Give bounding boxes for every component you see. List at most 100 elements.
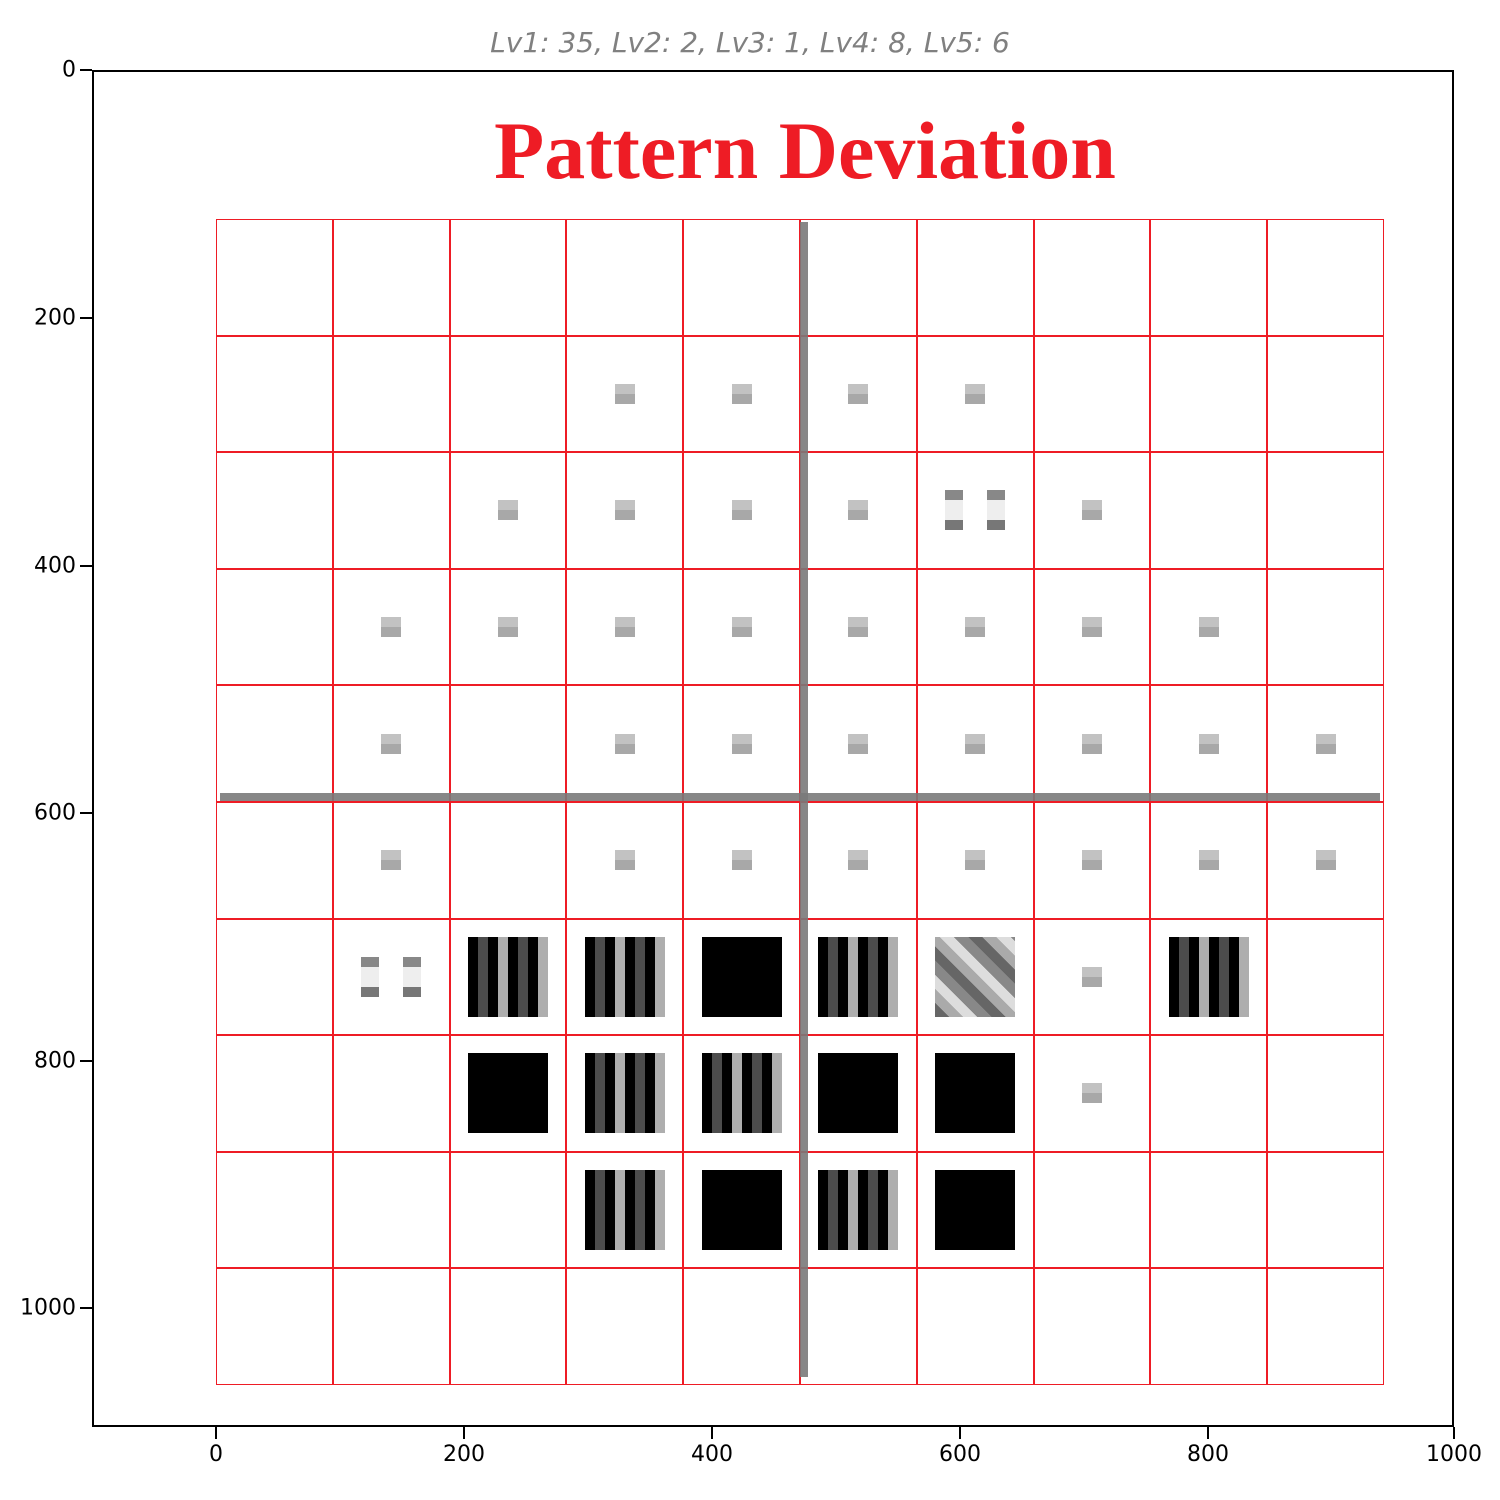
lv1-marker — [965, 383, 986, 404]
lv1-marker — [1198, 617, 1219, 638]
grid-cell — [566, 1268, 684, 1385]
grid-cell — [216, 335, 333, 453]
plot-axes — [92, 70, 1454, 1427]
grid-cell — [1267, 452, 1384, 569]
grid-cell — [1150, 335, 1268, 453]
lv5-marker — [935, 1053, 1016, 1134]
grid-cell — [683, 1035, 800, 1152]
lv1-marker — [1081, 500, 1102, 521]
grid-cell — [800, 568, 917, 686]
lv1-marker — [1315, 850, 1336, 871]
lv1-marker — [848, 383, 869, 404]
x-tick-label: 0 — [209, 1442, 223, 1467]
lv1-marker — [848, 500, 869, 521]
lv4-marker — [818, 1170, 899, 1251]
grid-cell — [1150, 1035, 1268, 1152]
grid-cell — [216, 1035, 333, 1152]
grid-cell — [916, 1151, 1034, 1269]
grid-cell — [800, 685, 917, 802]
grid-cell — [916, 1035, 1034, 1152]
x-tick — [215, 1427, 217, 1439]
grid-cell — [332, 801, 450, 919]
lv2-marker — [945, 490, 1006, 531]
grid-cell — [916, 219, 1034, 336]
horizontal-meridian-line — [220, 793, 1380, 801]
grid-cell — [566, 452, 684, 569]
grid-cell — [1150, 568, 1268, 686]
lv1-marker — [731, 383, 752, 404]
chart-title: Pattern Deviation — [494, 105, 1116, 196]
grid-cell — [916, 801, 1034, 919]
y-tick-label: 200 — [34, 305, 76, 331]
y-tick — [80, 317, 92, 319]
grid-cell — [449, 219, 567, 336]
y-tick-label: 800 — [34, 1048, 76, 1074]
lv1-marker — [1081, 966, 1102, 987]
lv5-marker — [701, 1170, 782, 1251]
grid-cell — [1150, 219, 1268, 336]
grid-cell — [332, 452, 450, 569]
lv5-marker — [701, 936, 782, 1017]
x-tick — [463, 1427, 465, 1439]
grid-cell — [683, 801, 800, 919]
lv1-marker — [731, 617, 752, 638]
lv1-marker — [497, 500, 518, 521]
grid-cell — [1033, 918, 1151, 1036]
grid-cell — [332, 685, 450, 802]
grid-cell — [1267, 335, 1384, 453]
grid-cell — [1267, 1151, 1384, 1269]
grid-cell — [216, 219, 333, 336]
lv1-marker — [848, 617, 869, 638]
grid-cell — [566, 1035, 684, 1152]
grid-cell — [1267, 568, 1384, 686]
grid-cell — [916, 568, 1034, 686]
grid-cell — [449, 918, 567, 1036]
lv1-marker — [965, 617, 986, 638]
lv4-marker — [467, 936, 548, 1017]
grid-cell — [449, 1268, 567, 1385]
grid-cell — [800, 1268, 917, 1385]
grid-cell — [332, 1268, 450, 1385]
y-tick — [80, 812, 92, 814]
grid-cell — [800, 1035, 917, 1152]
grid-cell — [1033, 685, 1151, 802]
lv1-marker — [1198, 850, 1219, 871]
grid-cell — [800, 1151, 917, 1269]
grid-cell — [566, 219, 684, 336]
lv1-marker — [965, 850, 986, 871]
grid-cell — [1033, 1035, 1151, 1152]
x-tick-label: 1000 — [1426, 1442, 1482, 1467]
lv1-marker — [731, 733, 752, 754]
grid-cell — [566, 801, 684, 919]
grid-cell — [216, 1151, 333, 1269]
grid-cell — [916, 452, 1034, 569]
grid-cell — [1267, 685, 1384, 802]
lv4-marker — [584, 936, 665, 1017]
grid-cell — [1033, 568, 1151, 686]
lv5-marker — [467, 1053, 548, 1134]
grid-cell — [916, 685, 1034, 802]
grid-cell — [1267, 1268, 1384, 1385]
grid-cell — [683, 335, 800, 453]
grid-cell — [683, 568, 800, 686]
lv1-marker — [614, 617, 635, 638]
lv4-marker — [584, 1053, 665, 1134]
lv4-marker — [818, 936, 899, 1017]
grid-cell — [216, 1268, 333, 1385]
y-tick — [80, 1060, 92, 1062]
grid-cell — [916, 1268, 1034, 1385]
grid-cell — [1033, 219, 1151, 336]
grid-cell — [683, 685, 800, 802]
grid-cell — [449, 1151, 567, 1269]
grid-cell — [1033, 335, 1151, 453]
x-tick-label: 600 — [939, 1442, 981, 1467]
grid-cell — [800, 918, 917, 1036]
lv1-marker — [731, 500, 752, 521]
grid-cell — [1267, 801, 1384, 919]
grid-cell — [1150, 1151, 1268, 1269]
grid-cell — [449, 568, 567, 686]
lv1-marker — [848, 733, 869, 754]
grid-cell — [1267, 219, 1384, 336]
y-tick-label: 600 — [34, 800, 76, 826]
grid-cell — [449, 685, 567, 802]
